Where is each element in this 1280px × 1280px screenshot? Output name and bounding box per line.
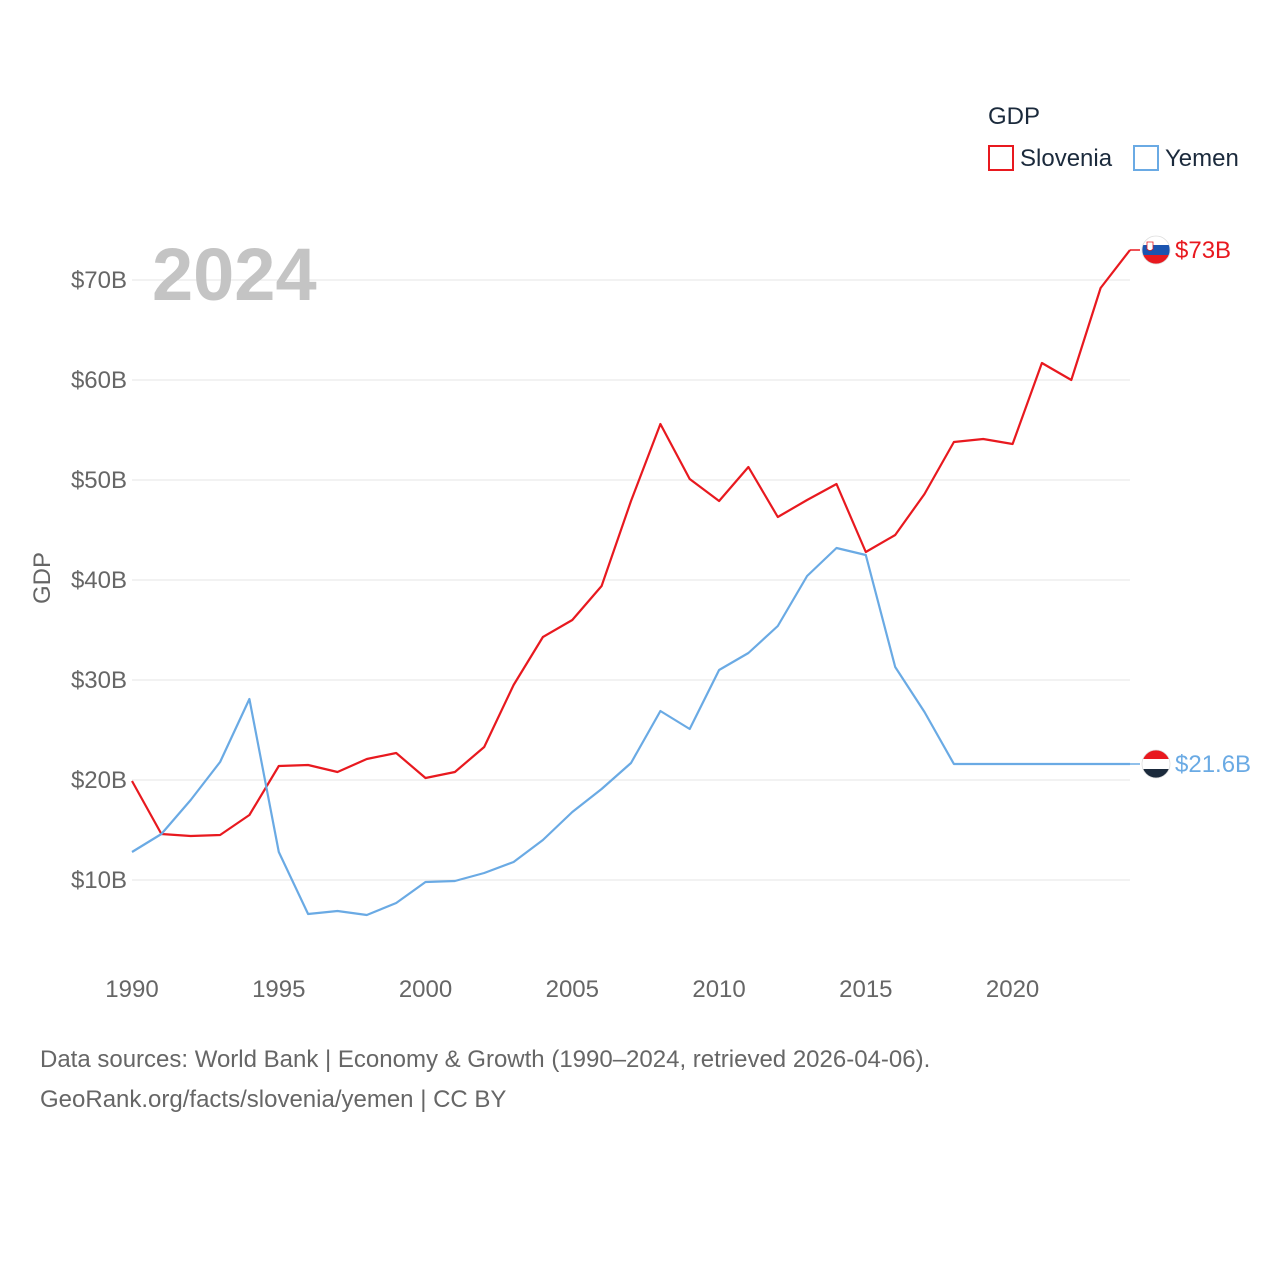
x-tick-label: 2020 [986,976,1039,1003]
x-tick-label: 2000 [399,976,452,1003]
yemen-flag-icon [1141,749,1171,779]
x-axis-ticks: 1990 1995 2000 2005 2010 2015 2020 [105,976,1039,1003]
legend: GDP Slovenia Yemen [988,103,1239,172]
x-tick-label: 1995 [252,976,305,1003]
y-axis-label: GDP [29,552,56,604]
end-value-label: $73B [1175,237,1231,264]
x-tick-label: 1990 [105,976,158,1003]
series-line-yemen [131,546,1130,917]
y-tick-label: $30B [71,667,127,694]
y-tick-label: $40B [71,567,127,594]
series-line-slovenia [131,249,1131,838]
slovenia-flag-icon [1141,235,1171,265]
source-footer: Data sources: World Bank | Economy & Gro… [40,1040,930,1120]
y-tick-label: $10B [71,867,127,894]
y-tick-label: $70B [71,267,127,294]
y-tick-label: $20B [71,767,127,794]
end-value-label: $21.6B [1175,751,1251,778]
x-tick-label: 2015 [839,976,892,1003]
legend-label-slovenia: Slovenia [1020,145,1113,172]
legend-swatch-slovenia [988,145,1014,171]
y-axis-ticks: $10B $20B $30B $40B $50B $60B $70B [71,267,127,894]
source-line: Data sources: World Bank | Economy & Gro… [40,1046,931,1073]
x-tick-label: 2005 [546,976,599,1003]
license-line: GeoRank.org/facts/slovenia/yemen | CC BY [40,1086,507,1113]
year-watermark: 2024 [152,233,317,316]
legend-swatch-yemen [1133,145,1159,171]
legend-label-yemen: Yemen [1165,145,1239,172]
y-tick-label: $60B [71,367,127,394]
x-tick-label: 2010 [692,976,745,1003]
series-lines [131,249,1140,917]
legend-title: GDP [988,103,1040,130]
end-markers: $73B $21.6B [1141,235,1251,779]
grid-lines [132,279,1130,881]
y-tick-label: $50B [71,467,127,494]
